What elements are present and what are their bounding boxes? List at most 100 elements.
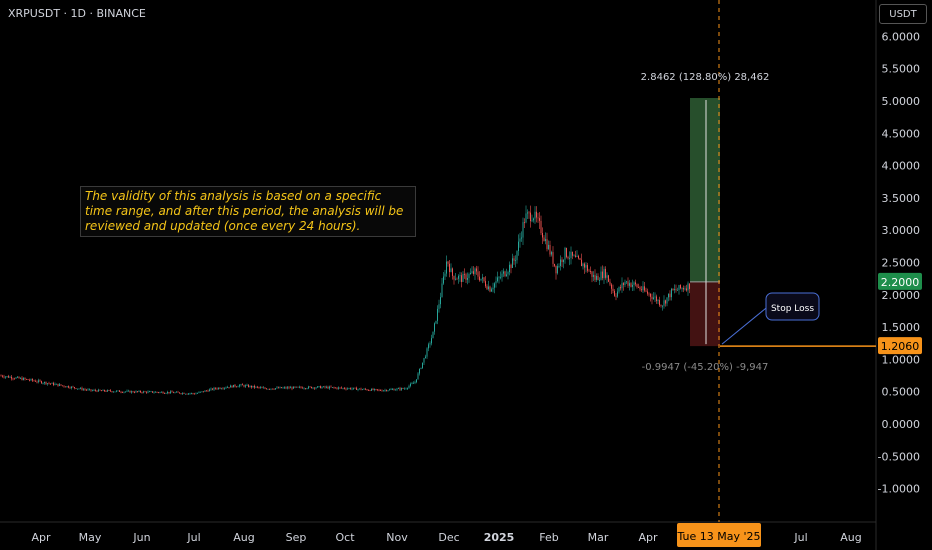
candle-body (30, 379, 32, 381)
candle-body (564, 247, 566, 260)
candle-body (251, 385, 252, 388)
candle-body (213, 387, 215, 390)
candle-body (609, 281, 611, 285)
candle-body (425, 356, 426, 358)
x-tick-label: Apr (638, 531, 658, 544)
candle-body (552, 252, 554, 264)
candle-body (468, 274, 470, 279)
candle-body (263, 387, 264, 389)
candle-body (233, 384, 234, 388)
candle-body (371, 388, 372, 391)
candle-body (303, 388, 305, 390)
currency-button[interactable]: USDT (879, 4, 927, 24)
x-tick-label: Dec (438, 531, 459, 544)
candle-body (212, 388, 213, 390)
candle-body (462, 273, 464, 282)
candle-body (174, 392, 176, 394)
candle-body (167, 391, 168, 394)
profit-zone[interactable] (690, 98, 720, 282)
candle-body (308, 386, 309, 389)
candle-body (338, 387, 339, 389)
candle-body (423, 357, 425, 363)
candle-body (185, 393, 186, 395)
candle-body (603, 268, 605, 279)
candle-body (68, 386, 69, 388)
candle-body (3, 376, 5, 378)
candle-body (168, 391, 170, 393)
candle-body (491, 289, 492, 292)
candle-body (450, 268, 452, 272)
candle-body (101, 390, 102, 392)
candle-body (216, 388, 218, 390)
candle-body (357, 389, 359, 390)
candle-body (558, 266, 560, 267)
candle-body (296, 386, 297, 388)
candle-body (621, 283, 623, 289)
candle-body (539, 218, 540, 221)
candle-body (360, 388, 362, 390)
candle-body (222, 388, 224, 390)
candle-body (179, 392, 180, 394)
candle-body (122, 392, 123, 393)
candle-body (192, 393, 194, 394)
candle-body (683, 288, 684, 290)
candle-body (129, 390, 131, 393)
candle-body (288, 387, 290, 389)
candle-body (504, 271, 506, 277)
candle-body (459, 275, 461, 277)
candle-body (390, 389, 392, 391)
candle-body (578, 255, 579, 259)
candle-body (543, 237, 545, 242)
candle-body (452, 268, 453, 276)
candle-body (200, 391, 201, 393)
entry-price-badge-text: 2.2000 (881, 276, 920, 289)
candle-body (159, 392, 161, 393)
candle-body (386, 389, 387, 391)
candle-body (563, 259, 564, 263)
candle-body (41, 381, 42, 384)
candle-body (570, 251, 572, 258)
stop-loss-callout[interactable] (765, 292, 820, 321)
candle-body (525, 213, 527, 223)
candle-body (173, 392, 174, 394)
candle-body (537, 217, 539, 219)
candle-body (506, 274, 507, 277)
candle-body (560, 259, 561, 267)
candle-body (626, 281, 627, 283)
candle-body (198, 392, 200, 393)
candle-body (120, 391, 122, 393)
candle-body (95, 390, 96, 391)
candle-body (369, 390, 371, 391)
candle-body (597, 275, 599, 281)
x-tick-label: Apr (31, 531, 51, 544)
candle-body (78, 388, 80, 390)
candle-body (14, 378, 15, 380)
candle-body (399, 388, 401, 390)
candle-body (324, 386, 326, 388)
x-tick-label: Nov (386, 531, 408, 544)
candle-body (231, 385, 233, 388)
candle-body (189, 393, 191, 395)
candle-body (374, 389, 375, 391)
candle-body (530, 212, 531, 222)
candle-body (663, 300, 665, 306)
candle-body (551, 252, 552, 255)
loss-zone[interactable] (690, 281, 720, 347)
candle-body (596, 275, 597, 280)
x-tick-label: 2025 (484, 531, 515, 544)
candle-body (317, 386, 318, 388)
candle-body (33, 380, 35, 382)
candle-body (545, 239, 546, 242)
candle-body (378, 389, 380, 391)
candle-body (273, 388, 275, 390)
candle-body (269, 388, 270, 390)
candle-body (96, 390, 98, 392)
candle-body (278, 387, 279, 389)
candle-body (281, 387, 282, 389)
candle-body (408, 385, 410, 388)
candle-body (657, 300, 659, 302)
candle-body (527, 212, 528, 214)
candle-body (339, 387, 341, 389)
candle-body (104, 389, 105, 392)
